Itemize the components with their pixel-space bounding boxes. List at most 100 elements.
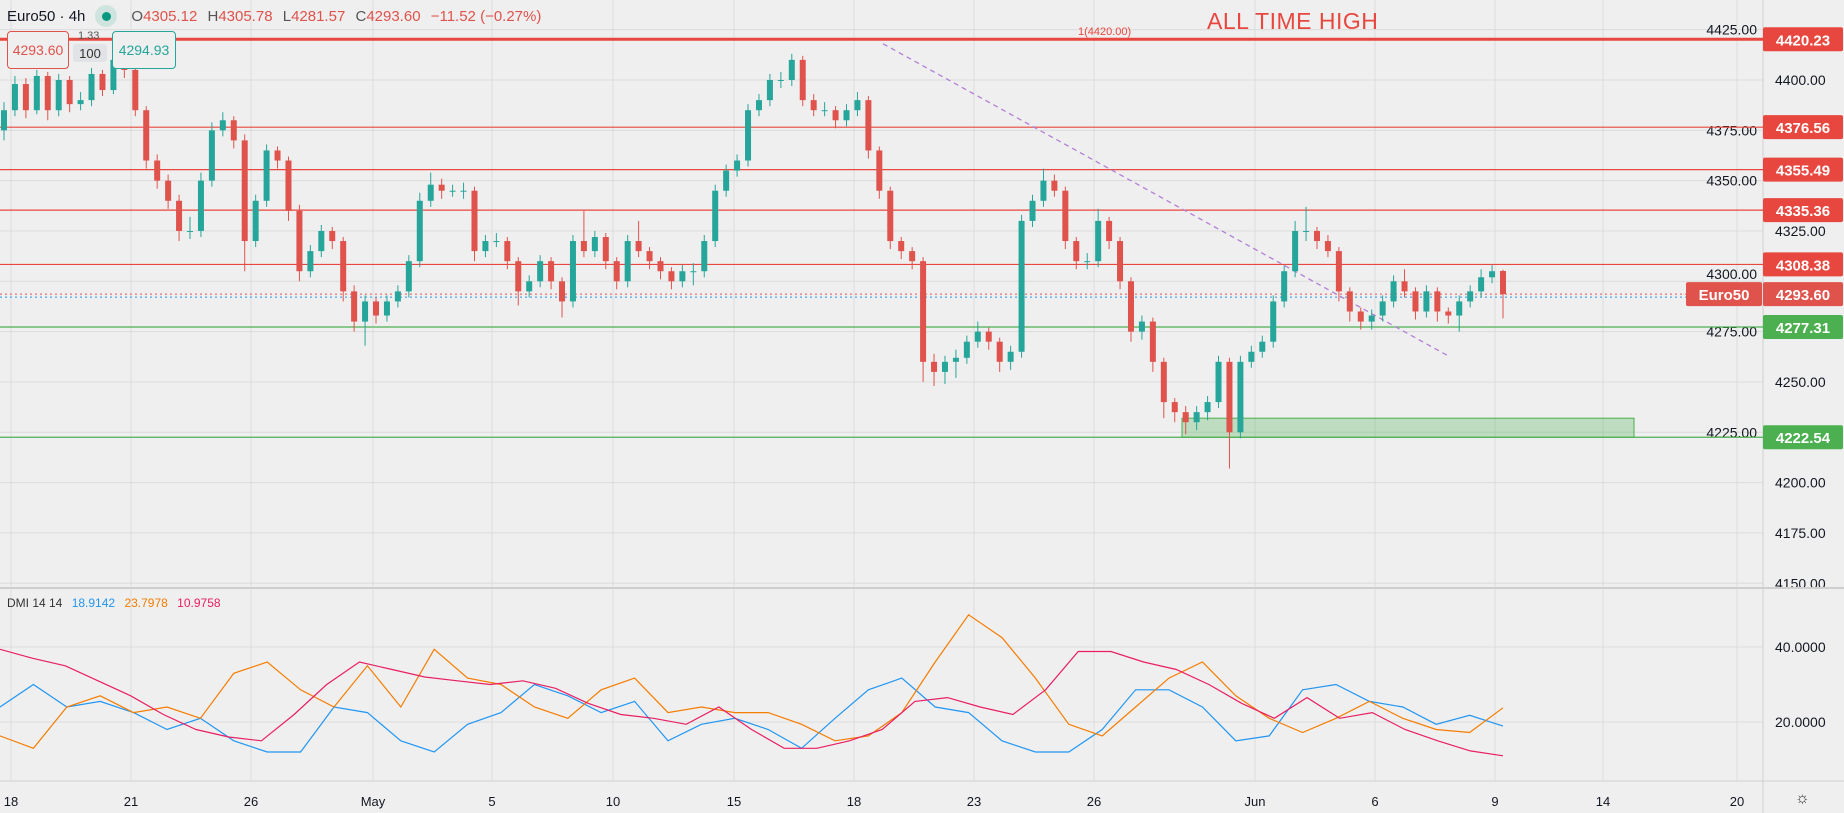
trendline[interactable] bbox=[882, 43, 1449, 357]
x-tick-label: 5 bbox=[488, 794, 495, 809]
candle bbox=[799, 55, 806, 107]
candle bbox=[591, 230, 598, 258]
candle-body bbox=[690, 271, 697, 273]
candle-body bbox=[887, 190, 894, 242]
candle bbox=[1040, 168, 1047, 207]
candle bbox=[635, 220, 642, 258]
candle-body bbox=[154, 160, 161, 181]
dmi-legend[interactable]: DMI 14 14 18.9142 23.7978 10.9758 bbox=[7, 596, 227, 610]
candle-body bbox=[537, 261, 544, 282]
candle-body bbox=[766, 80, 773, 101]
candle-body bbox=[526, 281, 533, 292]
close-label: C bbox=[355, 7, 367, 25]
candle-body bbox=[1478, 277, 1485, 292]
candle-body bbox=[1390, 281, 1397, 302]
candle bbox=[1062, 186, 1069, 250]
symbol-title[interactable]: Euro50 · 4h bbox=[7, 7, 86, 25]
candle-body bbox=[449, 190, 456, 192]
candle-body bbox=[920, 261, 927, 362]
x-tick-label: 26 bbox=[1087, 794, 1101, 809]
candle-body bbox=[559, 281, 566, 302]
candle bbox=[745, 104, 752, 167]
candle bbox=[165, 174, 172, 209]
quantity-input[interactable]: 100 bbox=[73, 44, 107, 62]
candle bbox=[559, 277, 566, 318]
candle bbox=[77, 92, 84, 111]
candle-body bbox=[33, 75, 40, 111]
candle bbox=[1335, 247, 1342, 302]
candle bbox=[1171, 398, 1178, 423]
candle bbox=[132, 65, 139, 117]
candle-body bbox=[340, 241, 347, 292]
candle bbox=[1434, 287, 1441, 322]
open-label: O bbox=[131, 7, 144, 25]
candle-body bbox=[55, 80, 62, 111]
price-label-box bbox=[1763, 115, 1843, 140]
dmi-line-adx bbox=[0, 648, 1504, 757]
dmi-y-tick-label: 40.0000 bbox=[1775, 639, 1826, 655]
candle bbox=[1051, 174, 1058, 197]
price-label: 4308.38 bbox=[1776, 257, 1830, 274]
buy-button[interactable]: 4294.93 bbox=[112, 31, 176, 69]
candle-body bbox=[1303, 230, 1310, 232]
high-label: H bbox=[207, 7, 219, 25]
candle-body bbox=[471, 190, 478, 252]
support-zone-rectangle[interactable] bbox=[1181, 417, 1635, 438]
y-tick-label: 4275.00 bbox=[1706, 324, 1757, 340]
price-label-box bbox=[1763, 425, 1843, 450]
candle-body bbox=[712, 190, 719, 242]
candle-body bbox=[1357, 311, 1364, 322]
dmi-y-tick-label: 20.0000 bbox=[1775, 714, 1826, 730]
candle bbox=[230, 116, 237, 149]
candle-body bbox=[460, 190, 467, 192]
candle bbox=[11, 75, 18, 117]
candle-body bbox=[1313, 230, 1320, 242]
candle-body bbox=[1467, 291, 1474, 302]
candle-body bbox=[1138, 321, 1145, 332]
candle-body bbox=[876, 150, 883, 191]
candle bbox=[1117, 237, 1124, 290]
candle-body bbox=[1160, 361, 1167, 403]
candle-body bbox=[1127, 281, 1134, 332]
sell-button[interactable]: 4293.60 bbox=[7, 31, 69, 69]
candle bbox=[613, 257, 620, 290]
candle bbox=[460, 182, 467, 199]
x-tick-label: 15 bbox=[727, 794, 741, 809]
price-label: 4420.23 bbox=[1776, 32, 1830, 49]
candle bbox=[329, 226, 336, 250]
candle-body bbox=[1445, 311, 1452, 316]
candle bbox=[219, 112, 226, 137]
candle-body bbox=[132, 69, 139, 111]
candle-body bbox=[143, 110, 150, 161]
price-label: 4376.56 bbox=[1776, 120, 1830, 137]
candle bbox=[734, 154, 741, 177]
last-price-label: 4293.60 bbox=[1776, 287, 1830, 304]
candle-body bbox=[591, 237, 598, 252]
open-value: 4305.12 bbox=[143, 7, 198, 25]
all-time-high-annotation[interactable]: ALL TIME HIGH bbox=[1207, 8, 1379, 34]
candle-body bbox=[1489, 271, 1496, 278]
candle bbox=[154, 154, 161, 189]
candle bbox=[515, 257, 522, 306]
price-label-box bbox=[1763, 157, 1843, 182]
x-tick-label: 23 bbox=[967, 794, 981, 809]
candle bbox=[296, 204, 303, 282]
candle-body bbox=[1423, 291, 1430, 312]
candle-body bbox=[1379, 301, 1386, 316]
gear-icon[interactable]: ☼ bbox=[1795, 790, 1810, 807]
candle bbox=[1149, 317, 1156, 372]
candle bbox=[580, 210, 587, 258]
dmi-line-di bbox=[0, 613, 1504, 750]
candle-body bbox=[241, 140, 248, 242]
candle bbox=[1467, 285, 1474, 308]
x-tick-label: 20 bbox=[1730, 794, 1744, 809]
candle bbox=[1456, 295, 1463, 332]
candle bbox=[887, 186, 894, 250]
candle bbox=[394, 285, 401, 308]
candle-body bbox=[285, 160, 292, 211]
candle bbox=[1423, 285, 1430, 318]
candle bbox=[1127, 277, 1134, 342]
candle-body bbox=[1007, 351, 1014, 362]
candle bbox=[318, 224, 325, 258]
